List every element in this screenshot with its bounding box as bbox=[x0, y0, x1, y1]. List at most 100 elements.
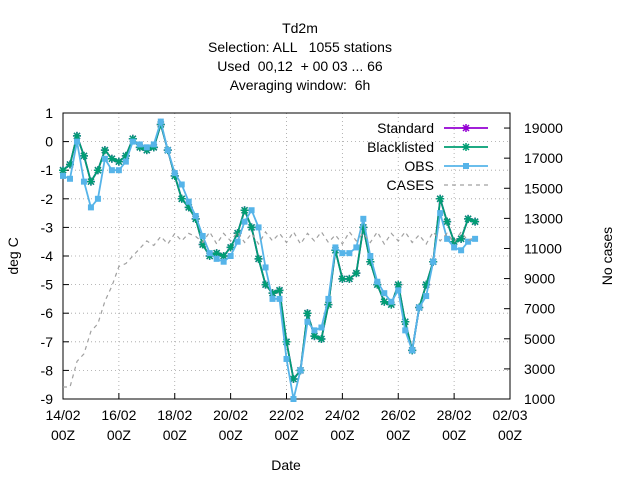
point-marker bbox=[60, 172, 66, 179]
plot-frame bbox=[62, 112, 511, 400]
x-tick-label: 26/02 00Z bbox=[381, 407, 416, 443]
point-marker bbox=[360, 215, 367, 222]
legend-label: OBS bbox=[404, 158, 434, 174]
point-marker bbox=[79, 151, 88, 160]
point-marker bbox=[240, 206, 249, 215]
x-tick-label: 14/02 00Z bbox=[45, 407, 80, 443]
point-marker bbox=[115, 167, 122, 174]
point-marker bbox=[276, 295, 283, 302]
point-marker bbox=[339, 250, 346, 257]
point-marker bbox=[129, 138, 136, 145]
x-tick-label: 20/02 00Z bbox=[213, 407, 248, 443]
y-tick-label: 0 bbox=[45, 134, 53, 150]
point-marker bbox=[261, 280, 270, 289]
point-marker bbox=[248, 207, 255, 214]
point-marker bbox=[143, 144, 150, 151]
point-marker bbox=[472, 235, 479, 242]
point-marker bbox=[353, 244, 360, 251]
point-marker bbox=[471, 217, 480, 226]
point-marker bbox=[234, 238, 241, 245]
point-marker bbox=[275, 286, 284, 295]
point-marker bbox=[395, 287, 402, 294]
point-marker bbox=[451, 244, 458, 251]
point-marker bbox=[171, 170, 178, 177]
point-marker bbox=[100, 146, 109, 155]
point-marker bbox=[352, 269, 361, 278]
y2-tick-label: 17000 bbox=[524, 150, 563, 166]
point-marker bbox=[430, 258, 437, 265]
point-marker bbox=[177, 194, 186, 203]
point-marker bbox=[212, 249, 221, 258]
y2-tick-label: 1000 bbox=[524, 391, 555, 407]
point-marker bbox=[198, 240, 207, 249]
point-marker bbox=[423, 293, 430, 300]
legend-label: Standard bbox=[377, 120, 434, 136]
point-marker bbox=[226, 243, 235, 252]
x-tick-label: 22/02 00Z bbox=[269, 407, 304, 443]
point-marker bbox=[213, 255, 220, 262]
point-marker bbox=[80, 178, 87, 185]
point-marker bbox=[289, 374, 298, 383]
chart-title: Selection: ALL 1055 stations bbox=[208, 39, 392, 55]
y2-tick-label: 13000 bbox=[524, 210, 563, 226]
point-marker bbox=[366, 257, 375, 266]
point-marker bbox=[255, 224, 262, 231]
y2-tick-label: 5000 bbox=[524, 331, 555, 347]
point-marker bbox=[332, 244, 339, 251]
point-marker bbox=[59, 166, 67, 175]
point-marker bbox=[101, 155, 108, 162]
point-marker bbox=[157, 118, 164, 125]
point-marker bbox=[185, 198, 192, 205]
point-marker bbox=[72, 131, 81, 140]
point-marker bbox=[310, 332, 319, 341]
point-marker bbox=[304, 318, 311, 325]
series-line bbox=[63, 230, 476, 388]
point-marker bbox=[359, 223, 368, 232]
legend-label: CASES bbox=[387, 177, 434, 193]
point-marker bbox=[65, 160, 74, 169]
point-marker bbox=[317, 334, 326, 343]
point-marker bbox=[318, 324, 325, 331]
point-marker bbox=[199, 232, 206, 239]
point-marker bbox=[402, 327, 409, 334]
point-marker bbox=[422, 280, 431, 289]
y-tick-label: -7 bbox=[41, 334, 54, 350]
point-marker bbox=[457, 234, 466, 243]
point-marker bbox=[416, 304, 423, 311]
point-marker bbox=[374, 278, 381, 285]
point-marker bbox=[290, 396, 297, 402]
point-marker bbox=[150, 141, 157, 148]
point-marker bbox=[324, 300, 333, 309]
point-marker bbox=[268, 289, 277, 298]
point-marker bbox=[409, 347, 416, 354]
point-marker bbox=[108, 167, 115, 174]
point-marker bbox=[311, 327, 318, 334]
x-axis-label: Date bbox=[271, 457, 301, 473]
legend-marker bbox=[463, 163, 469, 169]
x-tick-label: 18/02 00Z bbox=[157, 407, 192, 443]
point-marker bbox=[241, 218, 248, 225]
point-marker bbox=[94, 195, 101, 202]
point-marker bbox=[233, 229, 242, 238]
point-marker bbox=[346, 250, 353, 257]
point-marker bbox=[458, 247, 465, 254]
y-axis-label: deg C bbox=[5, 237, 21, 274]
point-marker bbox=[367, 253, 374, 259]
point-marker bbox=[247, 223, 256, 232]
point-marker bbox=[136, 141, 143, 148]
point-marker bbox=[464, 214, 473, 223]
y-tick-label: -4 bbox=[41, 248, 54, 264]
point-marker bbox=[184, 203, 193, 212]
y-tick-label: -1 bbox=[41, 162, 54, 178]
x-tick-label: 16/02 00Z bbox=[101, 407, 136, 443]
point-marker bbox=[381, 290, 388, 297]
y-tick-label: -9 bbox=[41, 391, 54, 407]
x-tick-label: 02/03 00Z bbox=[492, 407, 527, 443]
y-tick-label: -2 bbox=[41, 191, 54, 207]
point-marker bbox=[73, 138, 80, 145]
point-marker bbox=[192, 212, 199, 219]
y2-tick-label: 19000 bbox=[524, 120, 563, 136]
point-marker bbox=[122, 158, 129, 165]
point-marker bbox=[262, 264, 269, 271]
